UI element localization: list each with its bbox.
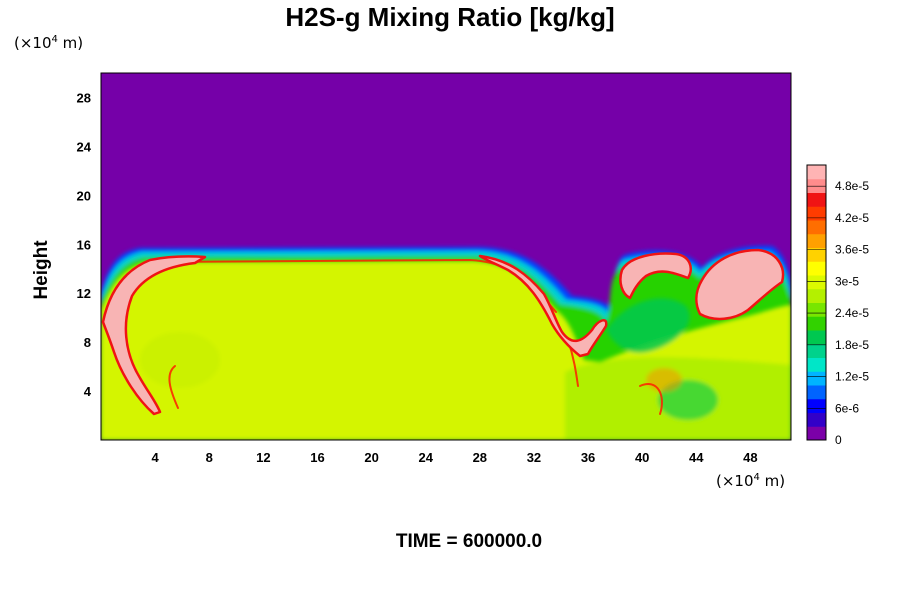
right-peak-b [695, 248, 785, 321]
colorbar-segment [807, 426, 826, 441]
colorbar-segment [807, 330, 826, 345]
x-tick-label: 16 [310, 450, 324, 465]
y-axis-ticks: 4 8 12 16 20 24 28 [77, 90, 92, 399]
x-tick-label: 24 [418, 450, 433, 465]
x-tick-label: 44 [689, 450, 704, 465]
y-tick-label: 12 [77, 286, 91, 301]
y-tick-label: 28 [77, 90, 91, 105]
colorbar-segment [807, 275, 826, 290]
vortex-40 [646, 368, 682, 392]
x-axis-unit: (×104 m) [716, 472, 786, 490]
colorbar-label: 3e-5 [835, 274, 859, 288]
y-tick-label: 20 [77, 188, 91, 203]
y-tick-label: 8 [84, 335, 91, 350]
colorbar-segment [807, 206, 826, 221]
bulk-layer [101, 261, 791, 440]
colorbar-label: 2.4e-5 [835, 306, 869, 320]
y-tick-label: 4 [84, 384, 92, 399]
colorbar-segment [807, 385, 826, 400]
rhs-filament [639, 383, 663, 415]
colorbar-segment [807, 261, 826, 276]
colorbar-label: 4.2e-5 [835, 211, 869, 225]
x-tick-label: 4 [152, 450, 160, 465]
colorbar-segment [807, 343, 826, 358]
central-peak [478, 254, 608, 358]
time-label: TIME = 600000.0 [395, 531, 543, 552]
colorbar-segment [807, 288, 826, 303]
colorbar-segment [807, 371, 826, 386]
colorbar-segment [807, 220, 826, 235]
colorbar: 0 6e-6 1.2e-5 1.8e-5 2.4e-5 3e-5 3.6e-5 4.2e-5 4… [806, 164, 869, 447]
colorbar-label: 4.8e-5 [835, 179, 869, 193]
colorbar-label: 3.6e-5 [835, 243, 869, 257]
chart-title: H2S-g Mixing Ratio [kg/kg] [285, 2, 615, 32]
colorbar-segment [807, 357, 826, 372]
colorbar-segment [807, 398, 826, 413]
x-tick-label: 32 [527, 450, 541, 465]
colorbar-segment [807, 165, 826, 180]
colorbar-segment [807, 302, 826, 317]
x-tick-label: 28 [473, 450, 487, 465]
colorbar-segment [807, 192, 826, 207]
colorbar-segment [807, 247, 826, 262]
x-tick-label: 48 [743, 450, 757, 465]
x-tick-label: 8 [206, 450, 213, 465]
colorbar-label: 0 [835, 433, 842, 447]
lower-left-filament [168, 365, 179, 409]
y-tick-label: 16 [77, 237, 91, 252]
y-tick-label: 24 [77, 139, 92, 154]
swirl-region [606, 298, 690, 353]
x-axis-ticks: 4 8 12 16 20 24 28 32 36 40 44 48 [152, 450, 758, 465]
colorbar-label: 6e-6 [835, 401, 859, 415]
colorbar-segment [807, 233, 826, 248]
plot-frame [100, 72, 792, 441]
left-wall-peak [101, 255, 207, 416]
colorbar-label: 1.8e-5 [835, 338, 869, 352]
peak-layer [101, 248, 785, 416]
right-peak-a [619, 252, 692, 300]
y-axis-unit: (×104 m) [14, 34, 84, 52]
lower-left-swirl [140, 332, 220, 388]
heatmap-field [101, 73, 791, 440]
x-tick-label: 12 [256, 450, 270, 465]
x-tick-label: 40 [635, 450, 649, 465]
x-tick-label: 36 [581, 450, 595, 465]
colorbar-segment [807, 412, 826, 427]
colorbar-segment [807, 316, 826, 331]
colorbar-label: 1.2e-5 [835, 370, 869, 384]
x-tick-label: 20 [364, 450, 378, 465]
